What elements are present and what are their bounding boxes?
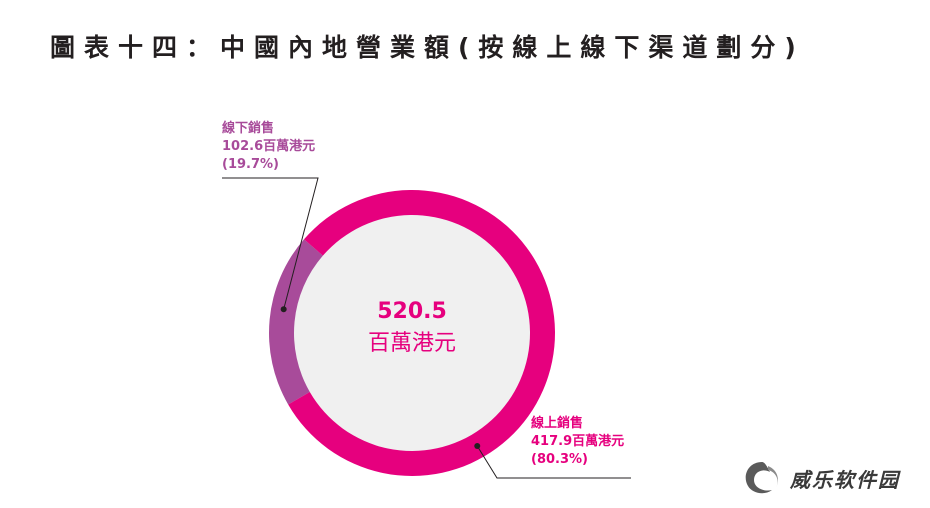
slice-name-label: 線上銷售 (531, 415, 583, 431)
swirl-logo-icon (745, 462, 778, 494)
center-unit: 百萬港元 (368, 331, 456, 356)
slice-value-label: 102.6百萬港元 (222, 138, 315, 154)
watermark-logo: 威乐软件园 (740, 458, 900, 498)
leader-line (476, 445, 631, 479)
center-value: 520.5 (377, 299, 447, 324)
donut-slice-offline (268, 239, 323, 405)
chart-title: 圖表十四：中國內地營業額(按線上線下渠道劃分) (50, 33, 805, 62)
watermark-text: 威乐软件园 (790, 467, 900, 492)
slice-name-label: 線下銷售 (222, 120, 274, 136)
leader-line (222, 177, 319, 310)
slice-percent-label: (80.3%) (531, 452, 588, 467)
slice-percent-label: (19.7%) (222, 157, 279, 172)
slice-value-label: 417.9百萬港元 (531, 433, 624, 449)
